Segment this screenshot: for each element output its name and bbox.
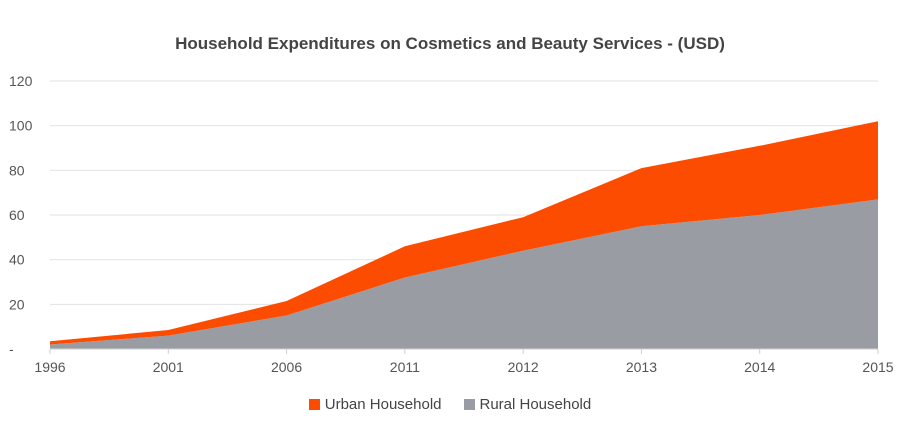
x-tick-label: 1996 <box>34 359 65 375</box>
area-rural-household <box>50 199 878 349</box>
x-tick-label: 2015 <box>862 359 893 375</box>
y-tick-label: 60 <box>9 207 25 223</box>
y-tick-label: 40 <box>9 252 25 268</box>
legend: Urban Household Rural Household <box>0 396 900 413</box>
x-tick-label: 2006 <box>271 359 302 375</box>
y-tick-label: - <box>9 341 14 357</box>
x-tick-label: 2001 <box>153 359 184 375</box>
y-tick-label: 80 <box>9 162 25 178</box>
legend-label-urban: Urban Household <box>324 396 442 413</box>
y-tick-label: 100 <box>9 118 33 134</box>
x-tick-label: 2011 <box>390 359 420 375</box>
legend-item-rural[interactable]: Rural Household <box>463 396 592 413</box>
x-tick-label: 2014 <box>744 359 775 375</box>
y-tick-label: 20 <box>9 296 25 312</box>
x-tick-label: 2012 <box>508 359 539 375</box>
x-tick-label: 2013 <box>626 359 657 375</box>
legend-swatch-rural <box>463 399 475 410</box>
legend-item-urban[interactable]: Urban Household <box>308 396 442 413</box>
legend-label-rural: Rural Household <box>479 396 592 413</box>
chart-title: Household Expenditures on Cosmetics and … <box>175 34 725 53</box>
area-urban-household <box>50 121 878 345</box>
legend-swatch-urban <box>308 399 320 410</box>
y-tick-label: 120 <box>9 73 33 89</box>
